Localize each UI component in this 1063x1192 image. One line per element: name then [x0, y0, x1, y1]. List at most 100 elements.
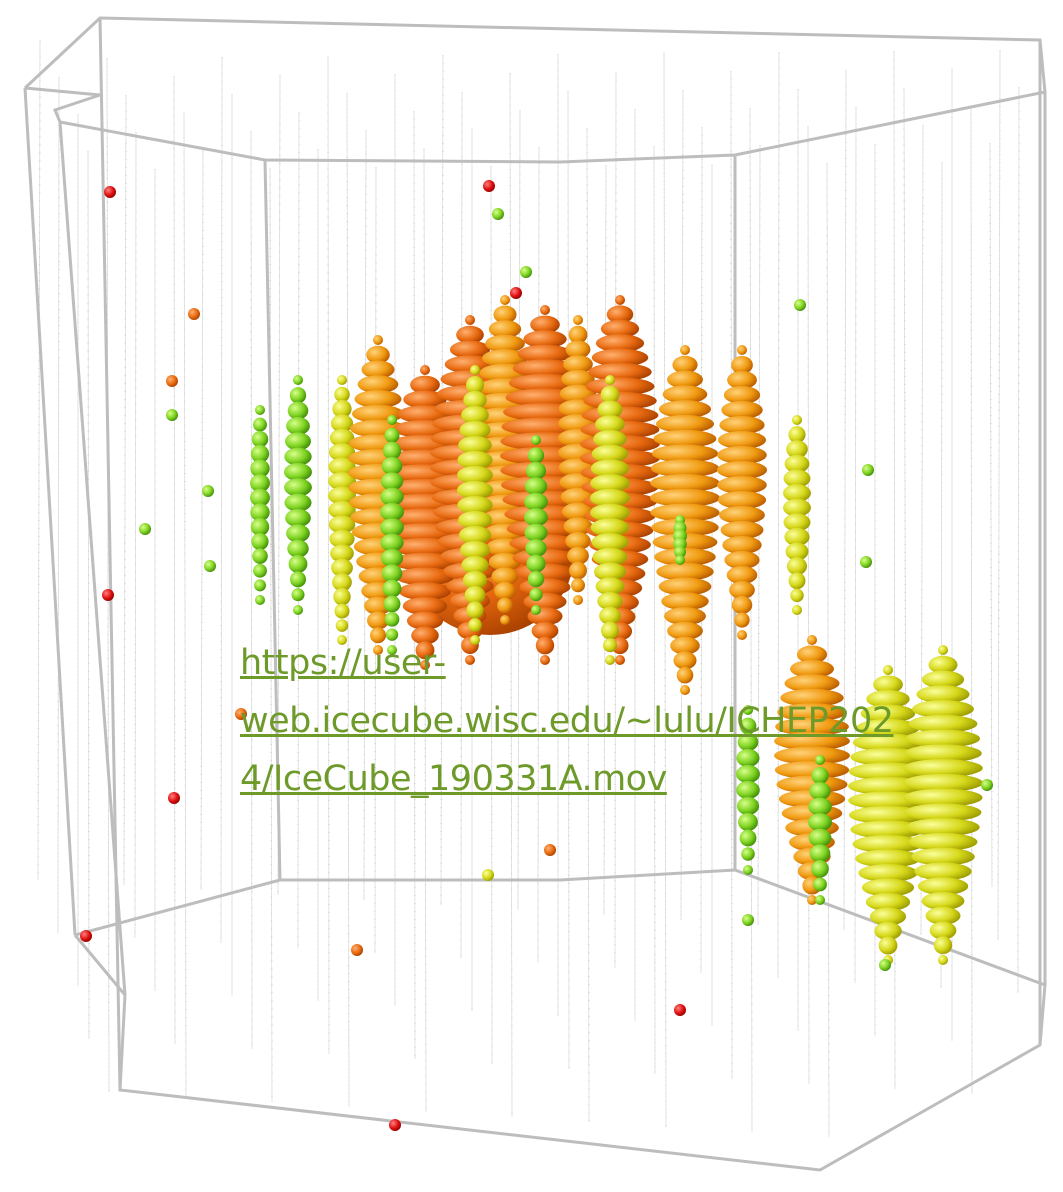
hit — [334, 387, 350, 403]
hit — [381, 549, 403, 567]
hit — [255, 595, 265, 605]
hit — [252, 548, 268, 564]
hit — [879, 959, 891, 971]
hit — [380, 518, 404, 536]
hit — [293, 605, 303, 615]
hit — [385, 428, 400, 443]
hit — [524, 508, 548, 526]
string — [135, 132, 136, 938]
hit — [483, 180, 495, 192]
hit — [382, 564, 403, 582]
hit — [389, 1119, 401, 1131]
hit — [420, 365, 430, 375]
hit — [385, 612, 400, 627]
hit — [810, 844, 831, 862]
hit — [465, 315, 475, 325]
hit — [290, 571, 306, 587]
hit — [285, 432, 311, 450]
hit — [524, 524, 547, 542]
string — [251, 131, 252, 1049]
hit — [287, 540, 308, 558]
video-link[interactable]: https://user-web.icecube.wisc.edu/~lulu/… — [240, 634, 915, 808]
hit — [168, 792, 180, 804]
hit — [571, 578, 585, 592]
hit — [813, 877, 827, 891]
hit — [494, 582, 515, 600]
hit — [383, 580, 402, 598]
hit — [204, 560, 216, 572]
string — [971, 106, 972, 1094]
hit — [288, 402, 309, 420]
hit — [981, 779, 993, 791]
string — [587, 128, 589, 1122]
hit — [605, 375, 615, 385]
hit — [334, 604, 349, 619]
hit — [815, 895, 825, 905]
hit — [291, 588, 304, 601]
hit — [102, 589, 114, 601]
hit — [202, 485, 214, 497]
string — [328, 56, 329, 1054]
hit — [544, 844, 556, 856]
hit — [254, 579, 266, 591]
hit — [615, 295, 625, 305]
hit — [500, 615, 510, 625]
hit — [531, 605, 541, 615]
hit — [742, 914, 754, 926]
hit — [470, 365, 480, 375]
hit — [808, 813, 832, 831]
hit — [540, 305, 550, 315]
hit — [492, 208, 504, 220]
string — [808, 126, 809, 1084]
hit — [284, 494, 311, 512]
hit — [289, 555, 308, 573]
hit — [524, 493, 548, 511]
hit — [104, 186, 116, 198]
hit — [792, 605, 802, 615]
hit — [737, 345, 747, 355]
hit — [526, 555, 545, 573]
hit — [381, 472, 403, 490]
hit — [384, 596, 401, 613]
hit — [284, 478, 312, 496]
detector-illustration — [0, 0, 1063, 1192]
hit — [500, 295, 510, 305]
hit — [293, 375, 303, 385]
hit — [794, 299, 806, 311]
hit — [188, 308, 200, 320]
hit — [285, 509, 311, 527]
hit — [284, 463, 312, 481]
hit — [792, 415, 802, 425]
hit — [525, 477, 548, 495]
string — [750, 108, 752, 1132]
hit — [286, 417, 310, 435]
hit — [380, 488, 404, 506]
hit — [351, 944, 363, 956]
hit — [251, 533, 268, 550]
hit — [80, 930, 92, 942]
hit — [809, 829, 832, 847]
hit — [860, 556, 872, 568]
hit — [465, 586, 486, 604]
hit — [938, 955, 948, 965]
hit — [738, 813, 758, 831]
string — [990, 143, 992, 887]
string — [778, 52, 779, 978]
hit — [139, 523, 151, 535]
string — [201, 150, 203, 890]
hit — [253, 418, 267, 432]
hit — [734, 612, 749, 627]
hit — [373, 335, 383, 345]
hit — [333, 588, 350, 605]
hit — [336, 619, 349, 632]
hit — [383, 442, 401, 460]
string — [58, 77, 59, 933]
hit — [382, 457, 403, 475]
string — [38, 40, 40, 880]
hit — [680, 345, 690, 355]
hit — [732, 596, 753, 614]
hit — [166, 375, 178, 387]
string — [855, 107, 856, 983]
hit — [290, 387, 306, 403]
hit — [741, 847, 755, 861]
